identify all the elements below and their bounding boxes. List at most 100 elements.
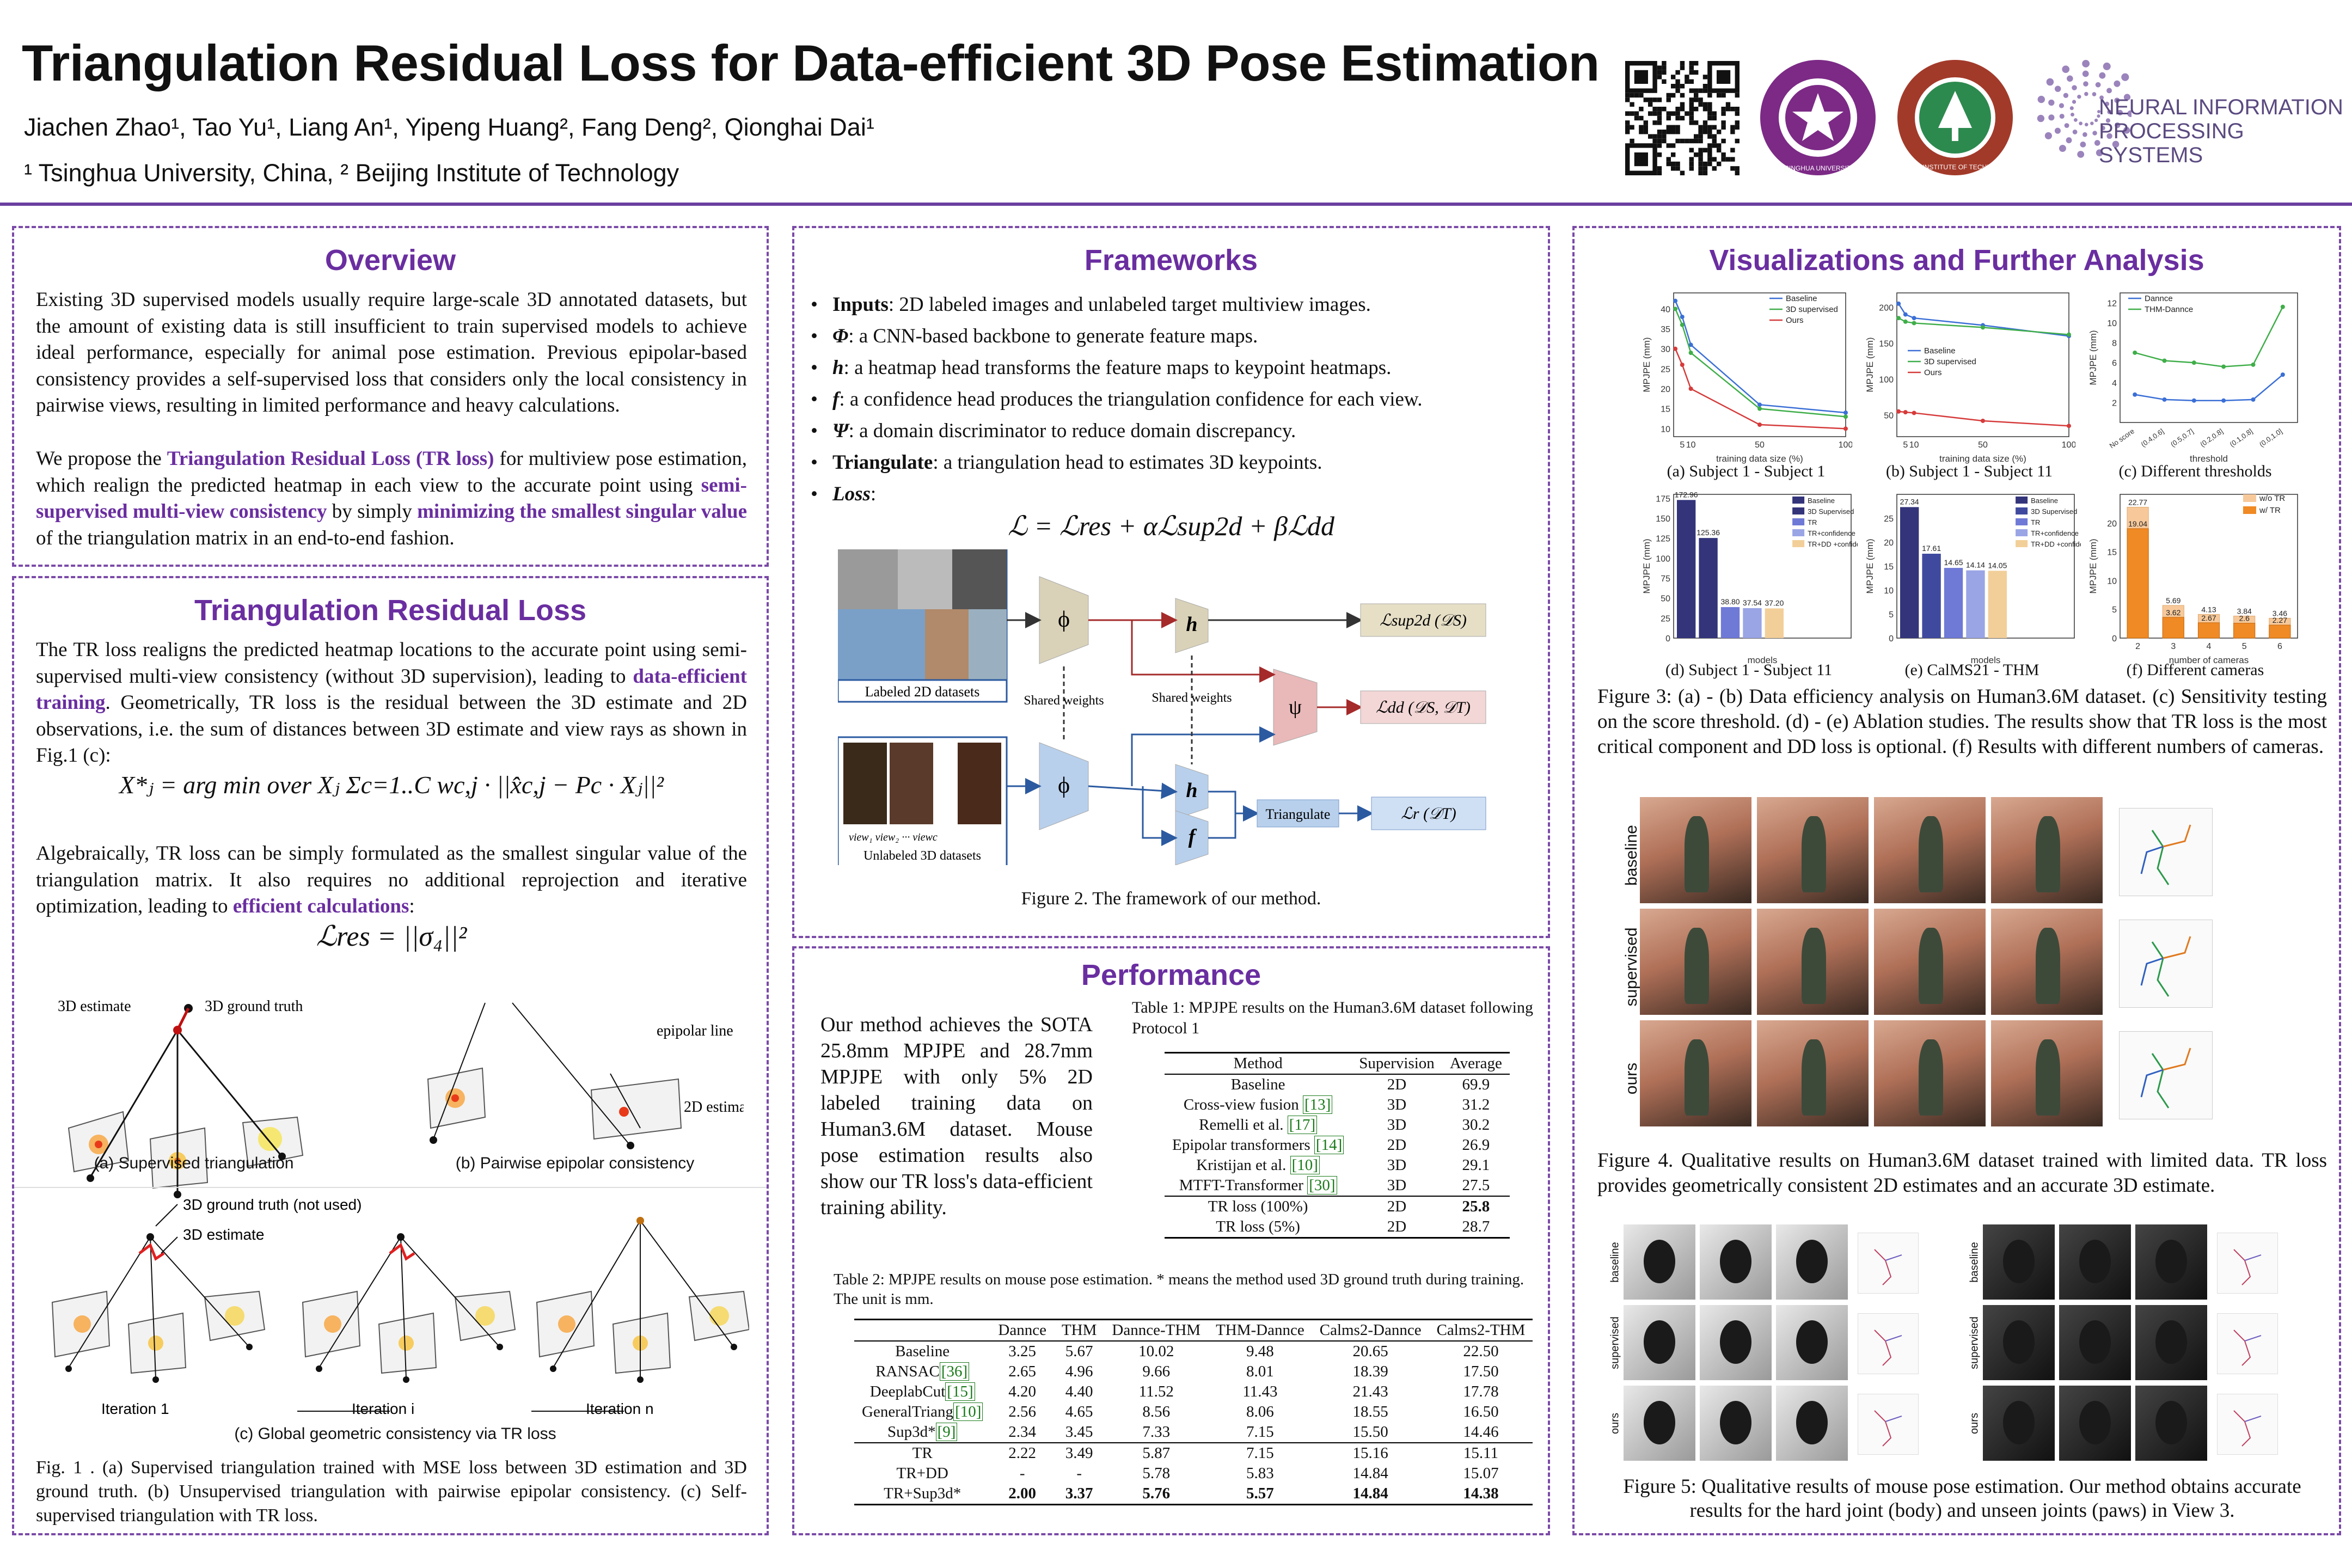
bullet-desc: : a CNN-based backbone to generate featu…	[848, 325, 1258, 347]
qr-module	[1730, 125, 1735, 130]
neurips-dot	[2097, 114, 2100, 118]
tr-p1-text: . Geometrically, TR loss is the residual…	[36, 691, 747, 767]
data-point	[1843, 414, 1848, 419]
qr-module	[1666, 157, 1671, 162]
table2-cell: 7.15	[1208, 1442, 1312, 1463]
citation-ref[interactable]: [9]	[935, 1423, 958, 1441]
loss-sup2d-label: ℒsup2d (𝒟S)	[1380, 611, 1467, 629]
qr-module	[1671, 152, 1676, 157]
neurips-dot	[2123, 94, 2131, 101]
y-tick-label: 35	[1661, 325, 1670, 334]
bullet-term: Loss	[832, 483, 871, 505]
fig5-image	[1700, 1224, 1772, 1300]
table2-cell: 14.38	[1429, 1484, 1533, 1505]
bar-value-label: 17.61	[1922, 544, 1941, 553]
table1-cell: 25.8	[1442, 1196, 1510, 1217]
qr-module	[1689, 70, 1694, 75]
bullet-term: Φ	[832, 325, 849, 347]
qr-finder	[1717, 70, 1731, 84]
leader-line	[161, 1236, 178, 1254]
legend-swatch	[2016, 507, 2028, 514]
qr-module	[1712, 166, 1717, 171]
citation-ref[interactable]: [30]	[1307, 1176, 1337, 1195]
qr-module	[1712, 125, 1717, 130]
table2-cell: 11.52	[1138, 1383, 1174, 1400]
data-point	[1673, 346, 1678, 351]
camera-center	[637, 1376, 644, 1383]
qr-module	[1662, 65, 1667, 70]
affiliations: ¹ Tsinghua University, China, ² Beijing …	[24, 159, 679, 187]
table2-cell: 15.50	[1352, 1423, 1388, 1441]
table2-cell: 18.39	[1352, 1363, 1388, 1380]
neurips-dot	[2096, 149, 2103, 157]
fig5-image	[1983, 1224, 2055, 1300]
chart-b-caption: (b) Subject 1 - Subject 11	[1885, 462, 2053, 480]
qr-module	[1630, 125, 1634, 130]
fig1c-diagram: Iteration 1 Iteration i Iteration n 3D grou…	[51, 1196, 749, 1417]
fig5-image	[1776, 1305, 1848, 1380]
skeleton-limb	[2140, 1069, 2164, 1098]
citation-ref[interactable]: [15]	[945, 1382, 975, 1401]
citation-ref[interactable]: [17]	[1287, 1116, 1318, 1134]
qr-module	[1625, 97, 1630, 102]
data-point	[1903, 319, 1908, 324]
y-tick-label: 0	[2112, 634, 2117, 644]
fig5-row-label: baseline	[1968, 1242, 1981, 1283]
bar-tr	[1944, 568, 1963, 638]
neurips-dot	[2064, 123, 2069, 128]
citation-ref[interactable]: [36]	[939, 1362, 970, 1381]
table1-cell: 31.2	[1462, 1096, 1490, 1113]
qr-module	[1634, 115, 1639, 121]
qr-module	[1721, 107, 1726, 112]
bar-value-label: 19.04	[2128, 519, 2147, 528]
skeleton-limb	[2233, 1330, 2251, 1366]
qr-module	[1671, 75, 1676, 79]
y-tick-label: 20	[1884, 538, 1894, 548]
bullet-psi: Ψ: a domain discriminator to reduce doma…	[811, 415, 1529, 447]
qr-module	[1712, 111, 1717, 116]
y-tick-label: 150	[1656, 514, 1670, 524]
qr-module	[1648, 134, 1653, 139]
fig5-image	[1624, 1224, 1695, 1300]
person-silhouette	[1919, 1039, 1944, 1116]
series-line-ours	[1898, 411, 2069, 427]
fig5-grid: baseline supervised ours baseline supervised…	[1607, 1224, 2331, 1480]
citation-ref[interactable]: [10]	[953, 1402, 983, 1421]
loss-r-box	[1371, 797, 1486, 830]
qr-code[interactable]	[1625, 61, 1739, 175]
qr-module	[1675, 125, 1680, 130]
citation-ref[interactable]: [10]	[1290, 1156, 1320, 1174]
skeleton-limb	[1885, 1416, 1902, 1422]
citation-ref[interactable]: [14]	[1314, 1136, 1344, 1154]
qr-module	[1657, 97, 1662, 102]
bar-value-label: 3.62	[2166, 608, 2180, 617]
f-block	[1175, 810, 1209, 865]
legend-swatch	[1792, 507, 1805, 514]
table2-cell: 9.48	[1246, 1343, 1274, 1360]
qr-module	[1666, 125, 1671, 130]
x-tick-label: (0.2,0.8]	[2198, 427, 2225, 449]
unlabeled-datasets-label: Unlabeled 3D datasets	[863, 849, 981, 863]
phi-label: ϕ	[1058, 607, 1070, 632]
table2-cell: 3.37	[1054, 1484, 1105, 1505]
qr-module	[1657, 166, 1662, 171]
data-point	[2067, 424, 2071, 428]
qr-module	[1685, 138, 1689, 144]
tr-p2-highlight: efficient calculations	[232, 895, 409, 917]
series-line-baseline	[1898, 303, 2069, 337]
table2-cell: 18.55	[1352, 1403, 1388, 1420]
overview-p2-text: of the triangulation matrix in an end-to…	[36, 526, 455, 549]
series-line-baseline	[1675, 301, 1846, 414]
psi-label: ψ	[1289, 696, 1302, 719]
qr-module	[1702, 107, 1708, 112]
y-tick-label: 8	[2112, 339, 2117, 348]
bar-value-label: 14.14	[1966, 561, 1985, 569]
qr-module	[1675, 138, 1680, 144]
legend-swatch	[2016, 497, 2028, 504]
qr-module	[1698, 152, 1703, 157]
bar-value-label: 2.27	[2273, 616, 2287, 624]
legend-label: TR+confidence	[2031, 529, 2079, 537]
camera-center	[65, 1365, 72, 1372]
data-point	[1912, 411, 1916, 415]
citation-ref[interactable]: [13]	[1303, 1095, 1333, 1114]
